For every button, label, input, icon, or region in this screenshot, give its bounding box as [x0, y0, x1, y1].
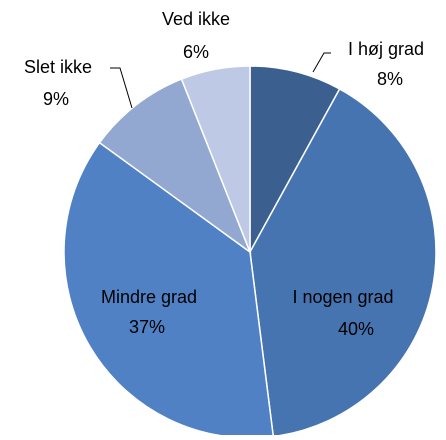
slice-value: 37% — [129, 317, 165, 337]
slice-value: 8% — [377, 69, 403, 89]
slice-label: Ved ikke — [162, 9, 230, 29]
slice-value: 9% — [43, 89, 69, 109]
pie-slice — [180, 65, 251, 253]
slice-value: 40% — [338, 319, 374, 339]
slice-label: Mindre grad — [101, 287, 197, 307]
slice-value: 6% — [183, 42, 209, 62]
slice-label: I høj grad — [348, 39, 424, 59]
leader-line — [312, 52, 331, 73]
pie-slice — [249, 65, 341, 253]
leader-line — [110, 67, 133, 109]
slice-label: I nogen grad — [292, 287, 393, 307]
slice-label: Slet ikke — [24, 57, 92, 77]
pie-slice — [98, 78, 252, 255]
pie-slice — [249, 87, 437, 438]
